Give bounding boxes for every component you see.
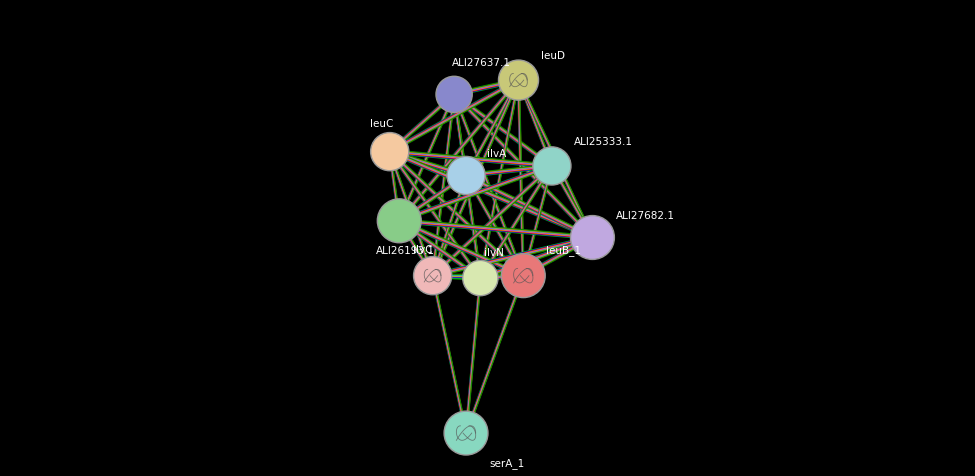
Circle shape: [447, 157, 486, 195]
Text: ilvA: ilvA: [487, 149, 506, 158]
Circle shape: [501, 254, 545, 298]
Text: ilvN: ilvN: [485, 248, 504, 257]
Circle shape: [436, 77, 472, 113]
Circle shape: [532, 148, 571, 186]
Circle shape: [570, 216, 614, 260]
Text: ALI27637.1: ALI27637.1: [451, 58, 511, 68]
Circle shape: [370, 133, 409, 171]
Circle shape: [498, 61, 538, 101]
Circle shape: [463, 261, 498, 296]
Text: serA_1: serA_1: [488, 457, 525, 468]
Circle shape: [444, 411, 488, 455]
Text: leuB_1: leuB_1: [546, 245, 581, 255]
Text: ALI26193.1: ALI26193.1: [376, 246, 436, 256]
Text: ALI25333.1: ALI25333.1: [574, 137, 633, 147]
Text: leuD: leuD: [541, 51, 565, 61]
Text: ALI27682.1: ALI27682.1: [616, 210, 676, 220]
Circle shape: [377, 199, 421, 243]
Text: leuC: leuC: [370, 119, 393, 129]
Text: ilvC: ilvC: [412, 245, 432, 255]
Circle shape: [413, 257, 451, 295]
